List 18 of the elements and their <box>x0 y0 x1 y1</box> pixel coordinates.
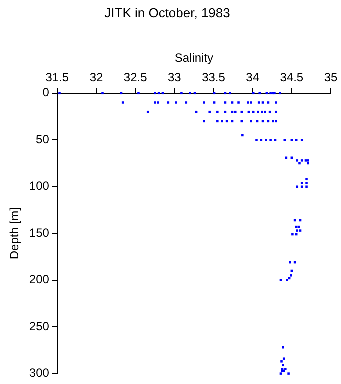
x-tick-label: 33.5 <box>202 70 226 85</box>
y-tick-label: 300 <box>29 366 50 380</box>
x-tick-label: 35 <box>324 70 338 85</box>
x-tick-label: 31.5 <box>46 70 70 85</box>
chart-title: JITK in October, 1983 <box>104 5 230 20</box>
y-tick-label: 0 <box>42 86 50 100</box>
y-tick-label: 200 <box>29 272 50 287</box>
x-tick-label: 34 <box>246 70 260 85</box>
y-tick-label: 50 <box>36 132 50 146</box>
x-tick-label: 32.5 <box>124 70 148 85</box>
x-axis-title: Salinity <box>174 51 214 66</box>
x-tick-label: 32 <box>90 70 104 85</box>
x-tick-label: 33 <box>168 70 182 85</box>
y-tick-label: 250 <box>29 319 50 334</box>
y-axis-title: Depth [m] <box>8 208 22 260</box>
y-tick-label: 150 <box>29 226 50 240</box>
y-tick-label: 100 <box>29 179 50 194</box>
x-tick-label: 34.5 <box>280 70 304 85</box>
